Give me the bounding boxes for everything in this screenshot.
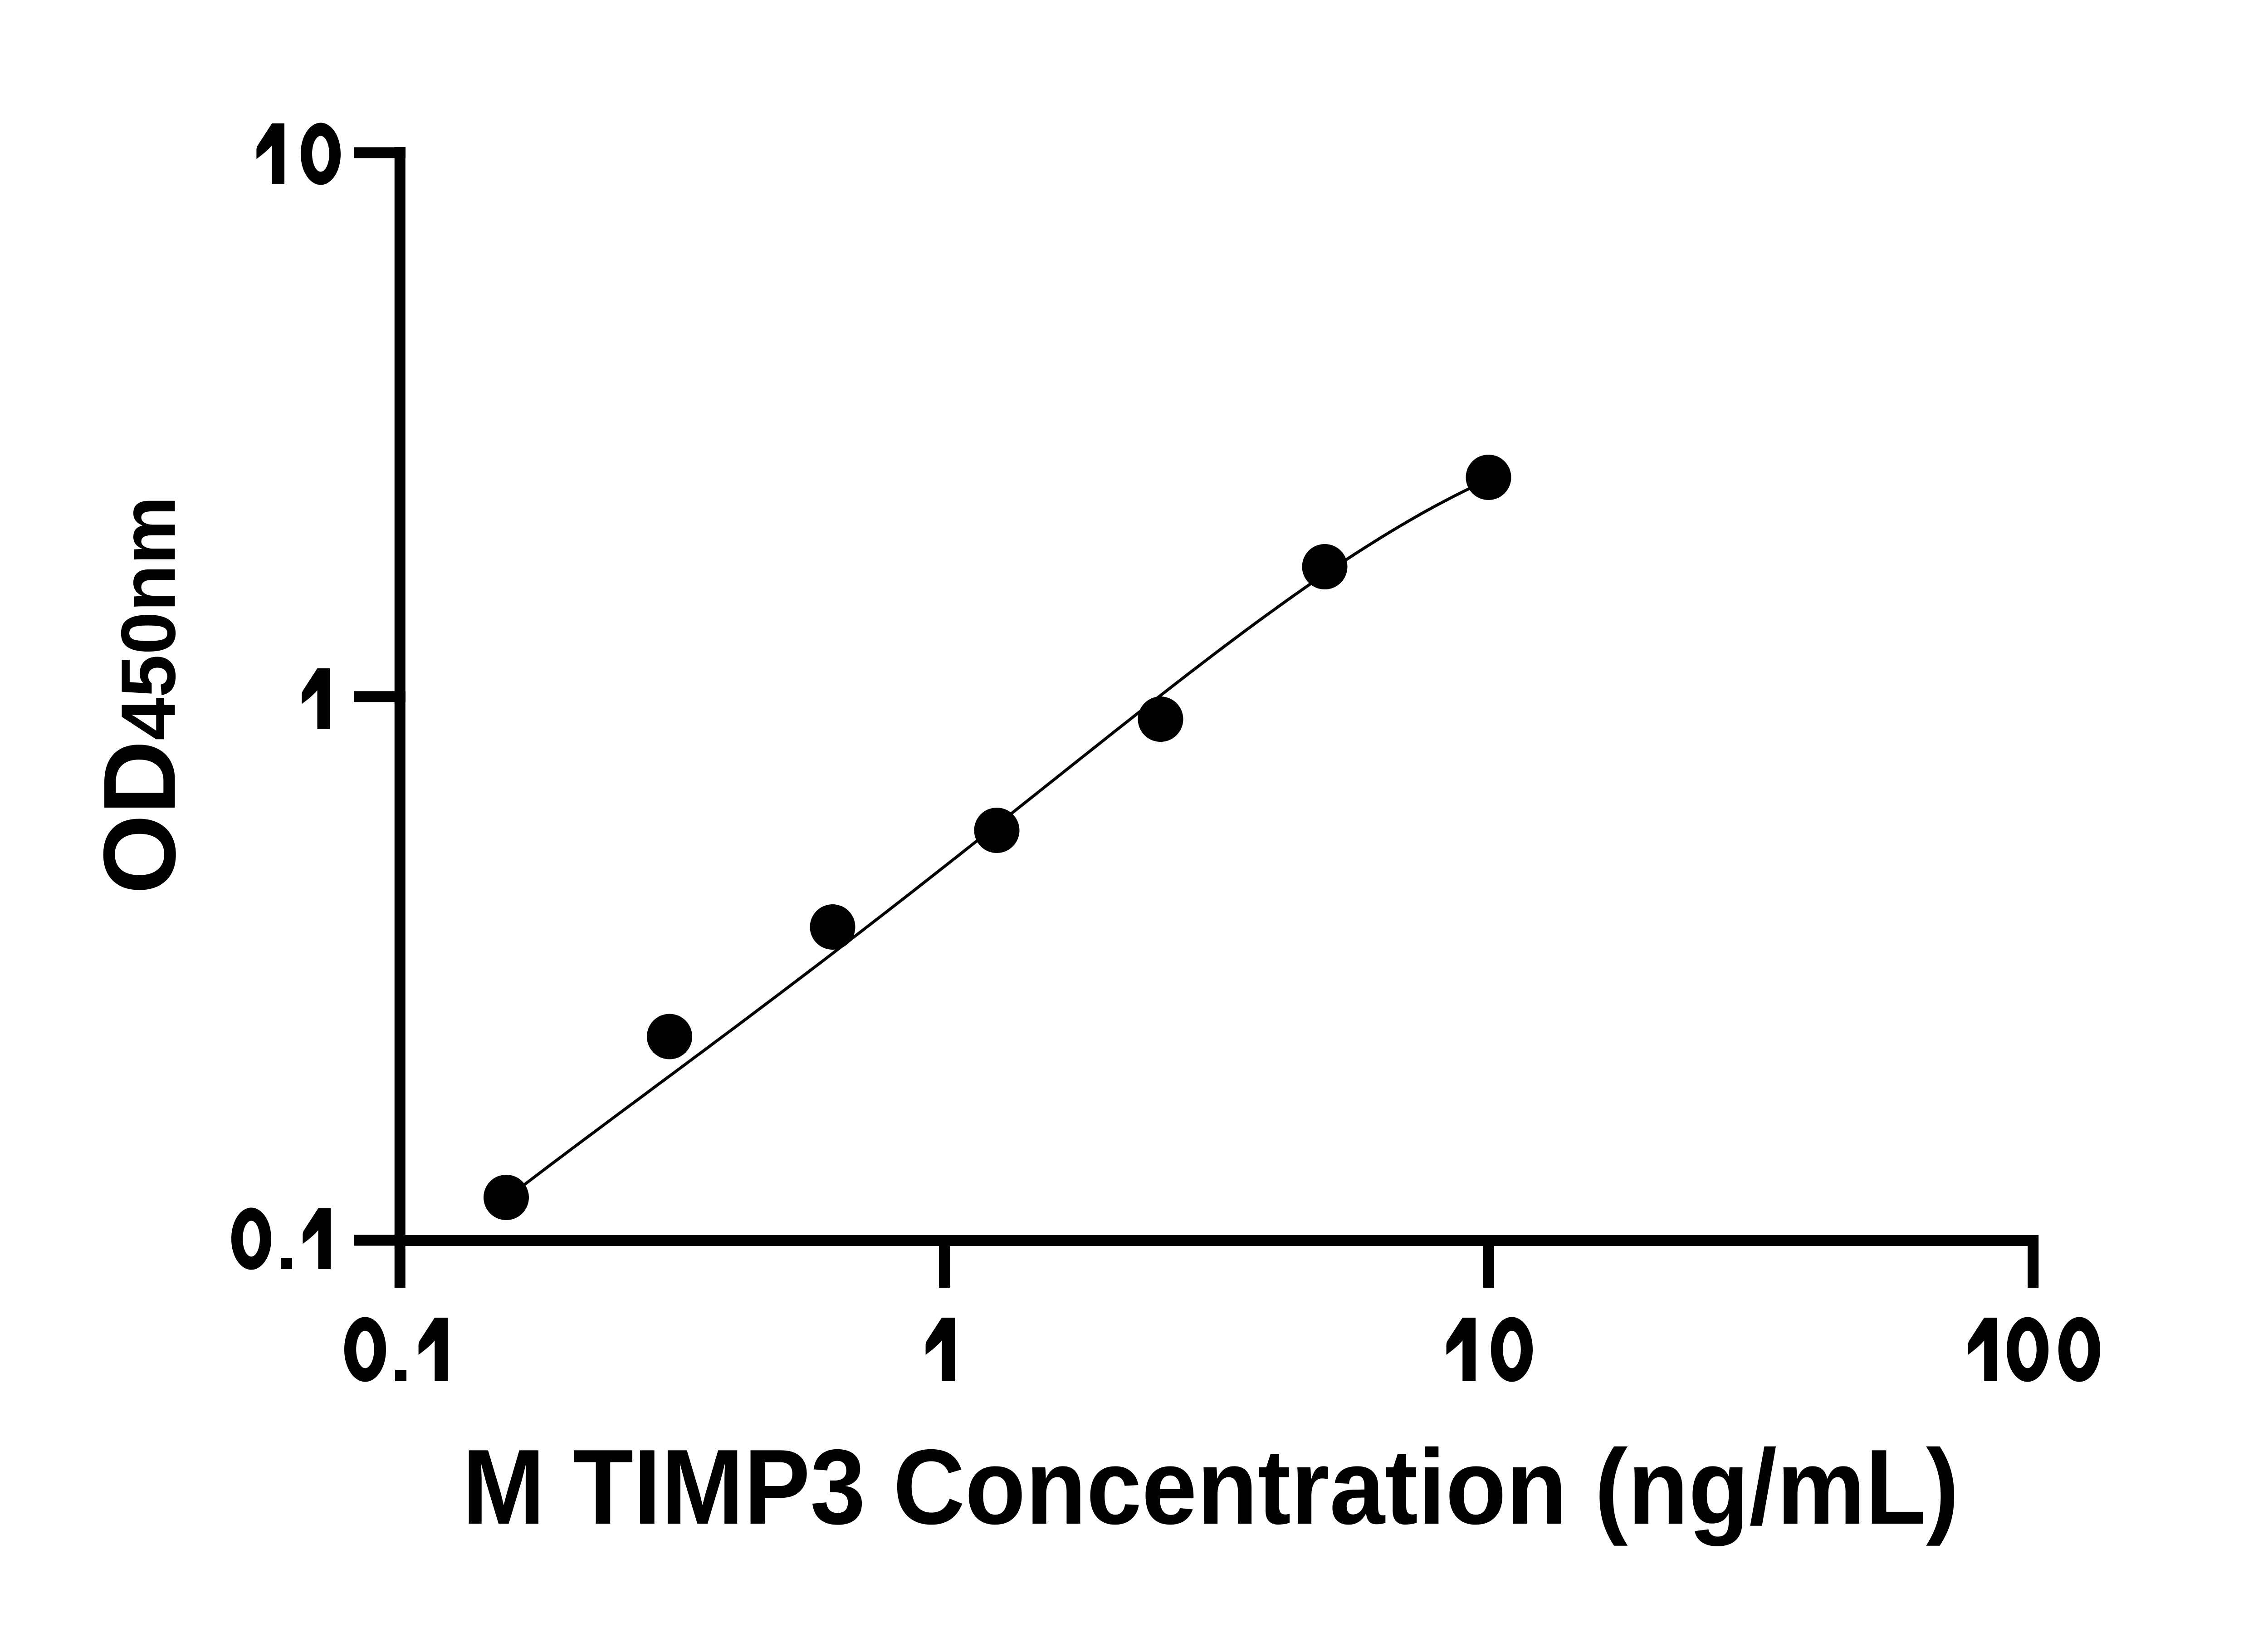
svg-text:M TIMP3 Concentration (ng/mL): M TIMP3 Concentration (ng/mL)	[462, 1427, 1959, 1546]
svg-text:OD450nm: OD450nm	[82, 496, 197, 894]
